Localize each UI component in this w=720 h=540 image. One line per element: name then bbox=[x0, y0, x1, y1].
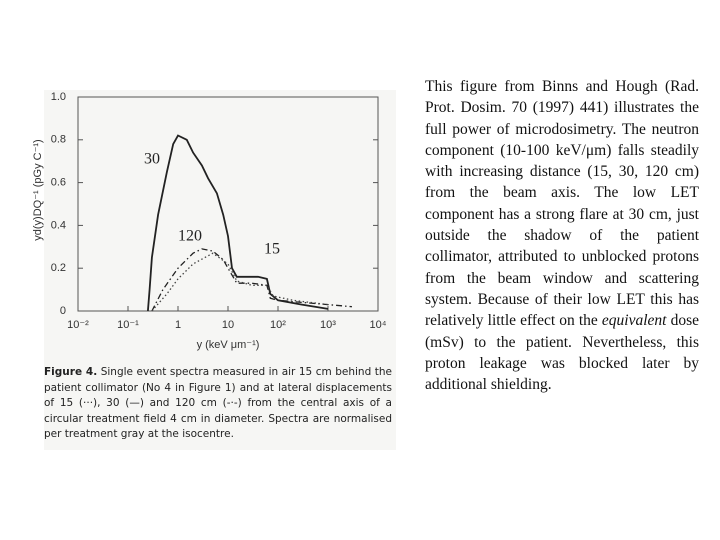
series-line bbox=[151, 248, 352, 312]
y-tick-label: 0.6 bbox=[51, 177, 66, 189]
x-tick-label: 10⁻¹ bbox=[117, 319, 139, 331]
body-text: This figure from Binns and Hough (Rad. P… bbox=[425, 76, 699, 395]
series-label: 120 bbox=[178, 228, 202, 245]
body-text-part: dose (mSv) to the patient. Nevertheless,… bbox=[425, 312, 699, 394]
y-tick-label: 1.0 bbox=[51, 91, 66, 103]
x-tick-label: 10² bbox=[270, 319, 286, 331]
series-label: 15 bbox=[264, 241, 280, 258]
y-tick-label: 0.4 bbox=[51, 219, 66, 231]
series-line bbox=[147, 134, 329, 312]
series-label: 30 bbox=[144, 151, 160, 168]
x-tick-label: 10 bbox=[222, 319, 234, 331]
y-tick-label: 0.2 bbox=[51, 262, 66, 274]
y-tick-label: 0.8 bbox=[51, 134, 66, 146]
caption-lead: Figure 4. bbox=[44, 366, 98, 378]
caption-text: Single event spectra measured in air 15 … bbox=[44, 366, 392, 440]
x-axis-label: y (keV μm⁻¹) bbox=[197, 339, 260, 351]
series-line bbox=[151, 252, 329, 312]
y-tick-label: 0 bbox=[60, 305, 66, 317]
figure-caption: Figure 4. Single event spectra measured … bbox=[44, 365, 392, 443]
x-tick-label: 1 bbox=[175, 319, 181, 331]
x-tick-label: 10⁴ bbox=[370, 319, 387, 331]
y-axis-label: yd(y)DQ⁻¹ (pGy C⁻¹) bbox=[32, 139, 44, 240]
body-emphasis: equivalent bbox=[601, 312, 667, 330]
x-tick-label: 10⁻² bbox=[67, 319, 89, 331]
figure-background bbox=[44, 90, 396, 450]
body-text-part: This figure from Binns and Hough (Rad. P… bbox=[425, 78, 699, 330]
x-tick-label: 10³ bbox=[320, 319, 336, 331]
